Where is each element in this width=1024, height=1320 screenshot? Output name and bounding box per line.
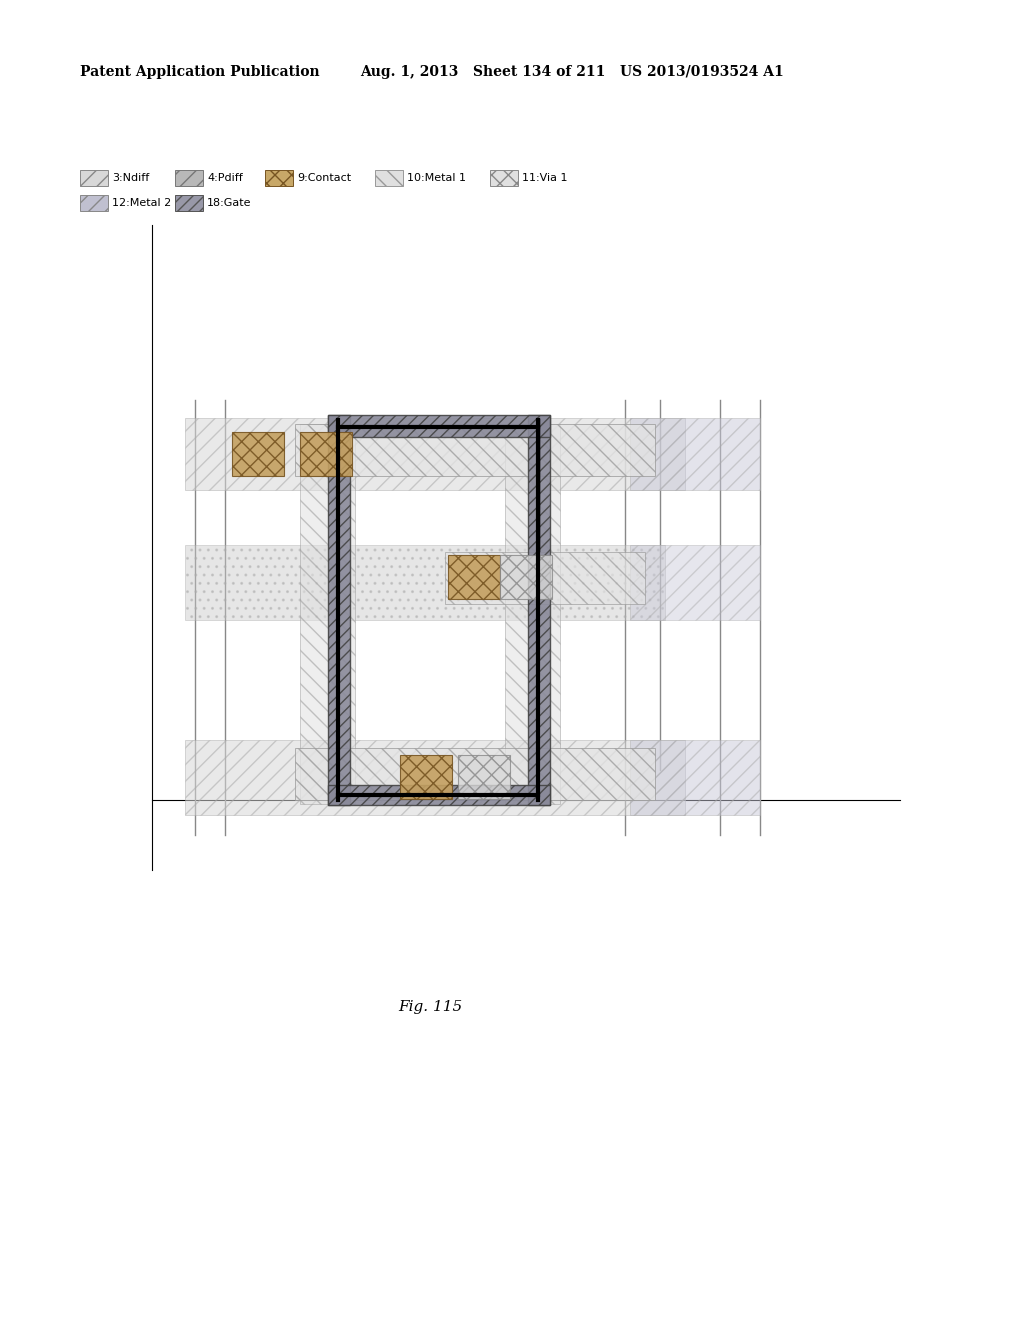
Bar: [328, 414, 550, 437]
Text: 3:Ndiff: 3:Ndiff: [112, 173, 150, 183]
Bar: [328, 414, 350, 805]
Bar: [458, 755, 510, 799]
Bar: [400, 755, 452, 799]
Bar: [185, 545, 665, 620]
Bar: [185, 418, 685, 490]
Bar: [80, 195, 108, 211]
Text: 9:Contact: 9:Contact: [297, 173, 351, 183]
Bar: [175, 195, 203, 211]
Text: Patent Application Publication: Patent Application Publication: [80, 65, 319, 79]
Bar: [528, 414, 550, 805]
Bar: [295, 748, 655, 800]
Bar: [630, 741, 760, 814]
Text: 10:Metal 1: 10:Metal 1: [407, 173, 466, 183]
Text: Fig. 115: Fig. 115: [398, 1001, 462, 1014]
Bar: [630, 418, 760, 490]
Bar: [80, 170, 108, 186]
Bar: [300, 432, 352, 477]
Bar: [175, 170, 203, 186]
Bar: [449, 554, 500, 599]
Bar: [300, 424, 355, 804]
Bar: [295, 424, 655, 477]
Bar: [505, 424, 560, 804]
Bar: [265, 170, 293, 186]
Text: 18:Gate: 18:Gate: [207, 198, 252, 209]
Bar: [445, 552, 645, 605]
Text: Aug. 1, 2013   Sheet 134 of 211   US 2013/0193524 A1: Aug. 1, 2013 Sheet 134 of 211 US 2013/01…: [360, 65, 783, 79]
Text: 12:Metal 2: 12:Metal 2: [112, 198, 171, 209]
Bar: [232, 432, 284, 477]
Bar: [630, 545, 760, 620]
Bar: [490, 170, 518, 186]
Text: 11:Via 1: 11:Via 1: [522, 173, 567, 183]
Bar: [185, 741, 685, 814]
Bar: [328, 785, 550, 805]
Bar: [500, 554, 552, 599]
Bar: [375, 170, 403, 186]
Text: 4:Pdiff: 4:Pdiff: [207, 173, 243, 183]
